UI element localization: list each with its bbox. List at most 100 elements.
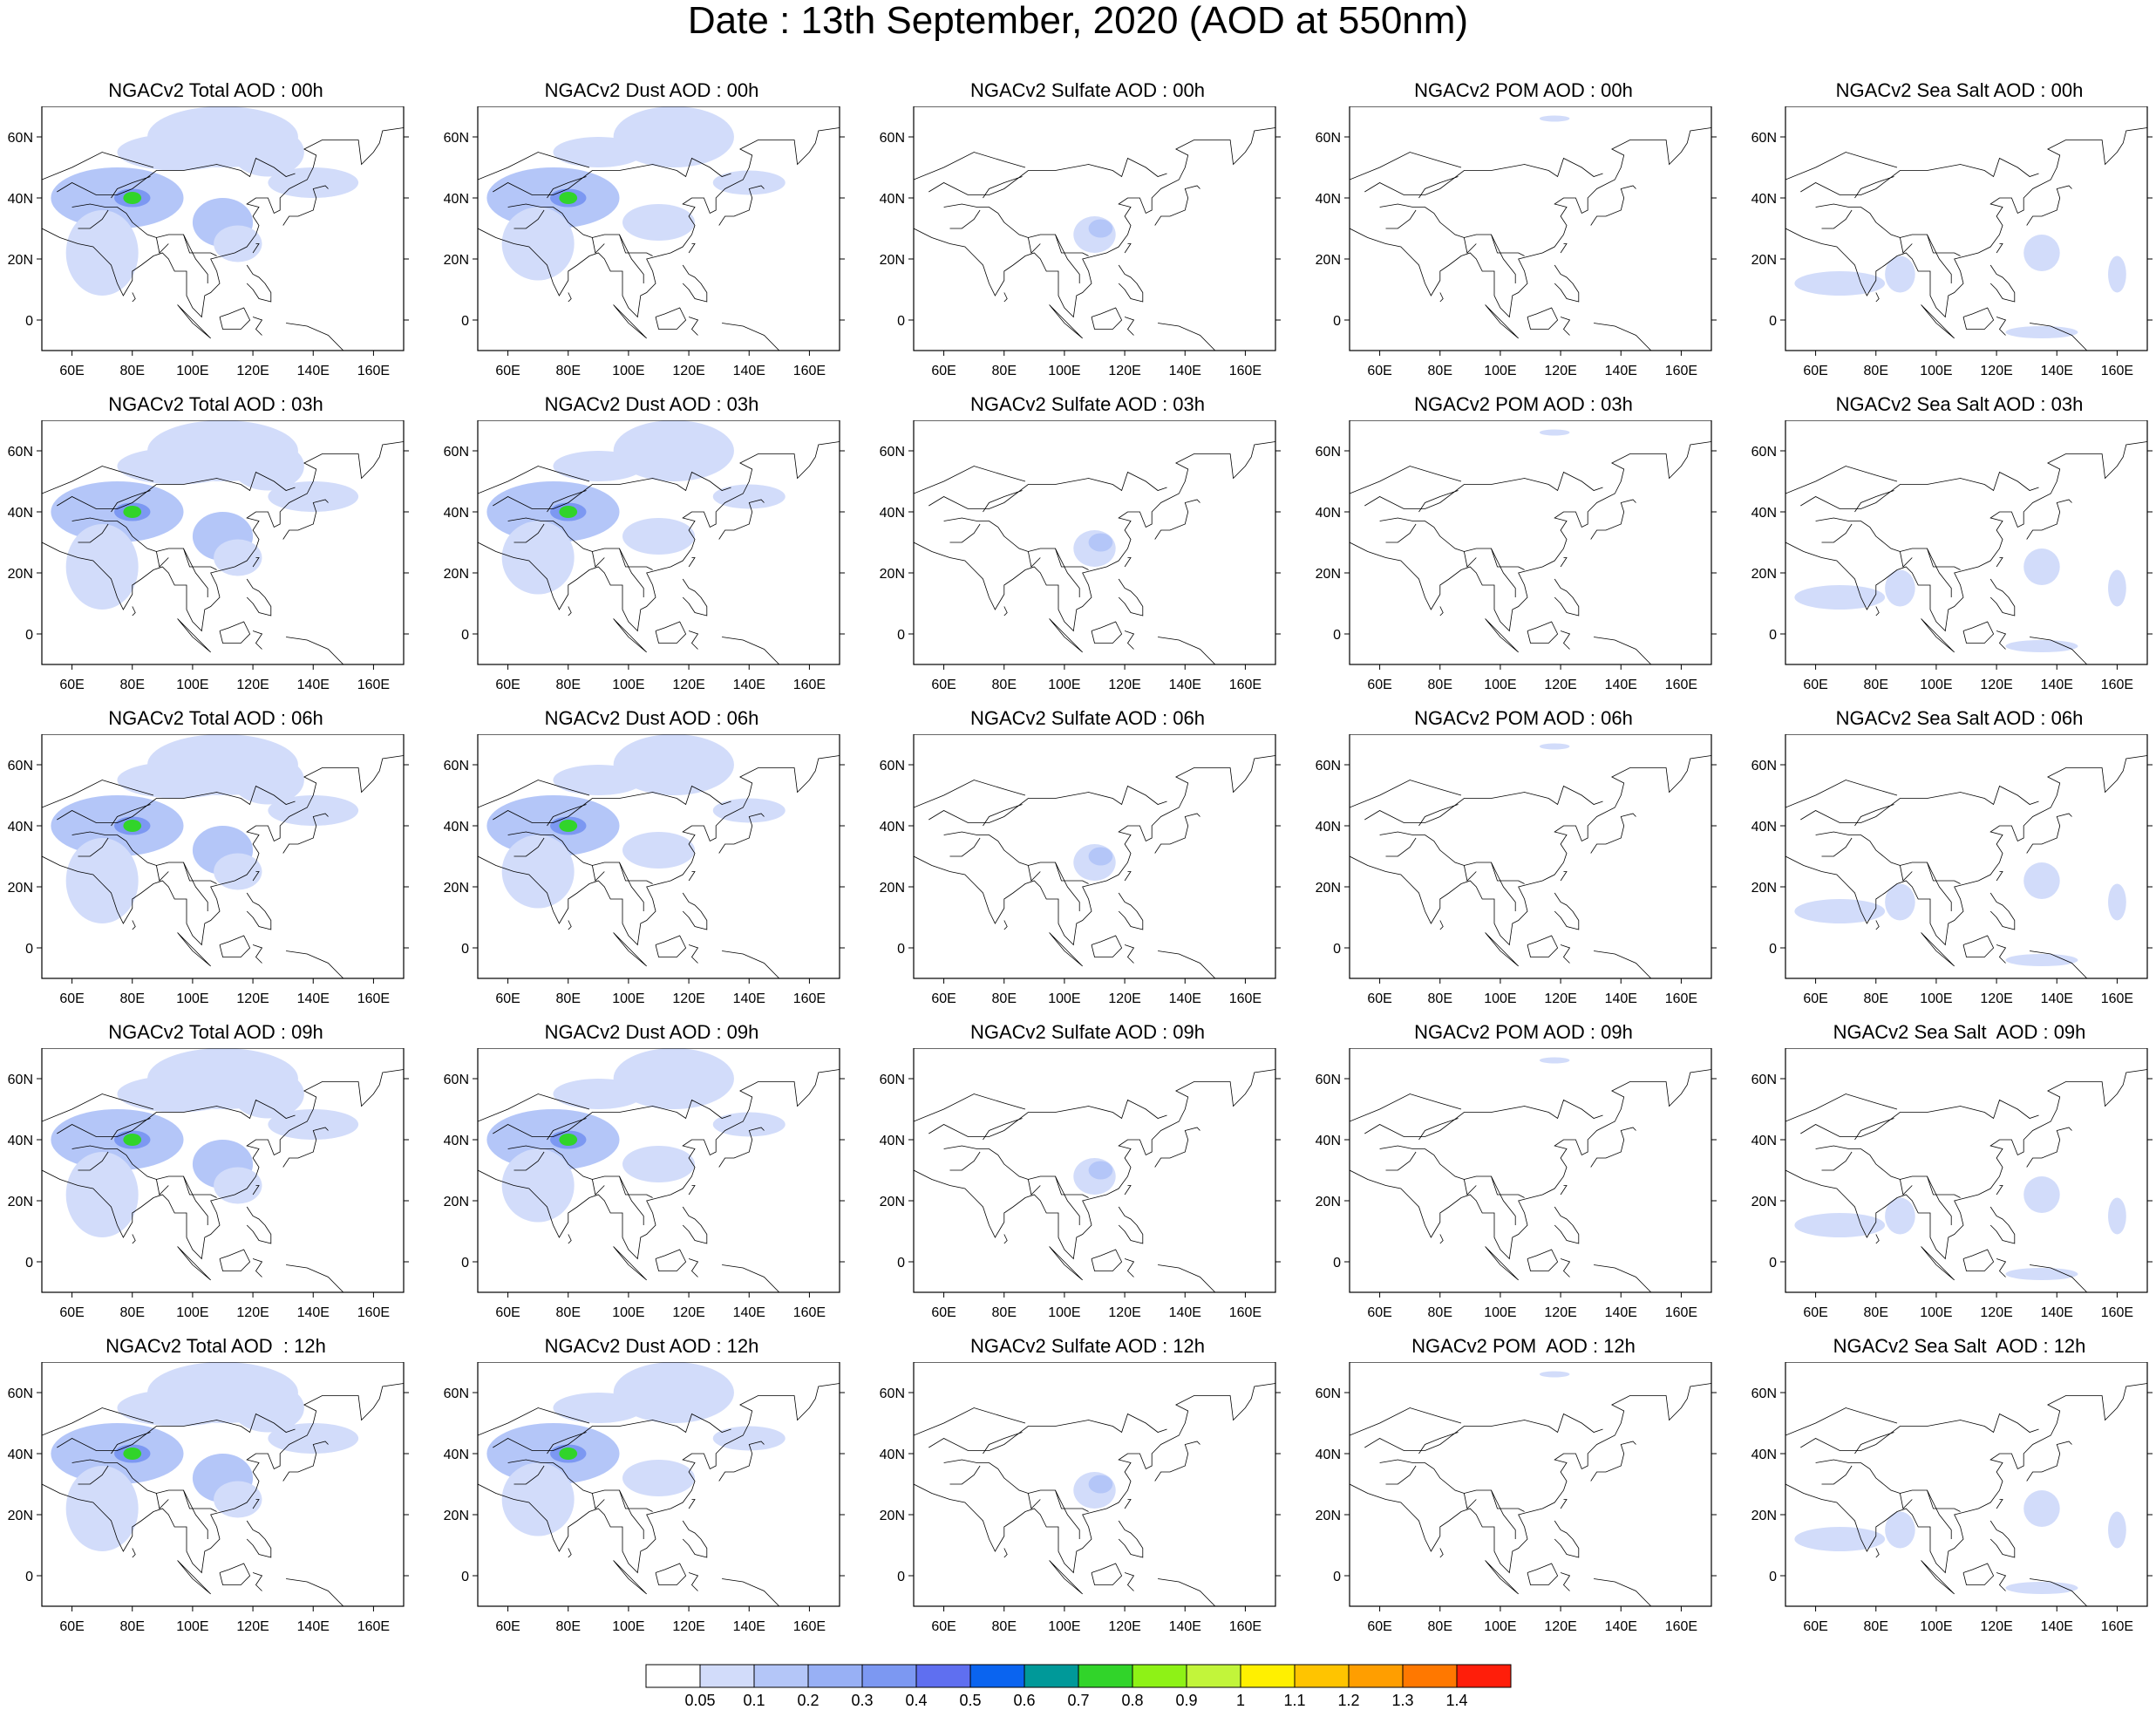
coastline (914, 127, 1275, 318)
lon-tick-label: 60E (495, 1305, 520, 1320)
coastline (286, 1578, 344, 1606)
lat-tick-label: 60N (1316, 1073, 1341, 1087)
coastline (682, 1206, 708, 1244)
aod-shading (2108, 569, 2126, 607)
coastline (1527, 935, 1559, 957)
lon-tick-label: 80E (1428, 678, 1452, 692)
lon-tick-label: 60E (495, 678, 520, 692)
coastline (1364, 157, 1603, 195)
map-frame (1349, 420, 1712, 665)
coastline (1962, 935, 1995, 957)
map-panel: NGACv2 POM AOD : 00h 60N 40N 20N 0 60E 80E 100E… (1308, 80, 1717, 378)
coastline (1560, 1572, 1571, 1591)
lon-tick-label: 120E (1108, 1619, 1140, 1634)
lat-tick-label: 40N (8, 1134, 33, 1148)
coastline (1124, 871, 1132, 882)
coastline (246, 264, 272, 303)
panel-title: NGACv2 Total AOD : 09h (108, 1021, 323, 1043)
lat-tick-label: 20N (444, 1509, 469, 1523)
coastline (1875, 606, 1880, 617)
lon-tick-label: 80E (556, 1619, 581, 1634)
aod-map: 60N 40N 20N 0 60E 80E 100E 120E 140E 160E (1316, 1048, 1717, 1320)
lon-tick-label: 60E (59, 364, 84, 378)
coastline (568, 1548, 572, 1558)
coastline (1350, 152, 1462, 181)
lon-tick-label: 100E (612, 991, 644, 1006)
aod-shading (2023, 862, 2060, 899)
aod-shading (1088, 219, 1113, 238)
map-frame (913, 1048, 1276, 1293)
lon-tick-label: 160E (1665, 364, 1697, 378)
colorbar-label: 1.4 (1445, 1692, 1468, 1709)
coastline (1996, 1185, 2003, 1196)
aod-shading (117, 1389, 238, 1427)
aod-shading (117, 761, 238, 799)
lat-tick-label: 0 (25, 314, 33, 329)
colorbar-label: 0.05 (684, 1692, 716, 1709)
lon-tick-label: 140E (1169, 991, 1201, 1006)
lon-tick-label: 60E (59, 678, 84, 692)
coastline (1485, 1246, 1519, 1281)
panel-title: NGACv2 Dust AOD : 09h (544, 1021, 759, 1043)
aod-map: 60N 40N 20N 0 60E 80E 100E 120E 140E 160E (444, 1048, 845, 1320)
map-panel: NGACv2 POM AOD : 09h 60N 40N 20N 0 60E 80E 100E… (1308, 1022, 1717, 1320)
lon-tick-label: 100E (1484, 1305, 1516, 1320)
coastline (507, 831, 653, 884)
lat-tick-label: 20N (1316, 881, 1341, 896)
lat-tick-label: 60N (1751, 445, 1777, 460)
lon-tick-label: 60E (1367, 364, 1391, 378)
coastline (1055, 1489, 1080, 1539)
colorbar-label: 0.8 (1121, 1692, 1144, 1709)
aod-shading (2108, 883, 2126, 921)
lon-tick-label: 160E (793, 991, 826, 1006)
lon-tick-label: 60E (1367, 991, 1391, 1006)
coastline (1785, 1383, 2147, 1574)
coastline (914, 755, 1275, 946)
lat-tick-label: 0 (25, 1570, 33, 1584)
coastline (682, 578, 708, 617)
aod-shading (2108, 1197, 2126, 1235)
panel-title: NGACv2 Sulfate AOD : 12h (969, 1335, 1206, 1357)
coastline (1124, 1258, 1135, 1277)
coastline (1875, 292, 1880, 303)
lon-tick-label: 100E (1048, 1305, 1080, 1320)
coastline (718, 1441, 765, 1482)
colorbar-label: 0.3 (851, 1692, 874, 1709)
coastline (568, 606, 572, 617)
coastline (1554, 264, 1580, 303)
coastline (111, 1118, 151, 1141)
lat-tick-label: 40N (880, 192, 905, 207)
coastline (1091, 1563, 1123, 1585)
lon-tick-label: 100E (176, 1305, 208, 1320)
coastline (2026, 1127, 2072, 1168)
coastline (1554, 892, 1580, 930)
coastline (1996, 1499, 2003, 1509)
coastline (1379, 203, 1525, 256)
coastline (1385, 837, 1417, 857)
lat-tick-label: 20N (444, 1195, 469, 1209)
coastline (1590, 813, 1636, 854)
lon-tick-label: 140E (1605, 991, 1637, 1006)
aod-shading (2005, 1582, 2078, 1594)
colorbar-swatch (1402, 1664, 1458, 1688)
map-frame (41, 734, 405, 979)
map-panel: NGACv2 Dust AOD : 09h 60N 40N 20N 0 60E 80E 100… (436, 1022, 845, 1320)
lat-tick-label: 0 (897, 628, 905, 643)
coastline (949, 523, 981, 543)
lon-tick-label: 60E (1803, 1619, 1827, 1634)
coastline (1003, 292, 1008, 303)
coastline (1385, 1151, 1417, 1171)
coastline (1594, 1264, 1652, 1292)
map-frame (913, 734, 1276, 979)
map-frame (1785, 1048, 2148, 1293)
coastline (478, 127, 840, 318)
lat-tick-label: 0 (897, 1256, 905, 1271)
coastline (252, 557, 260, 568)
coastline (1364, 1413, 1603, 1451)
coastline (111, 490, 151, 513)
coastline (1785, 780, 1898, 808)
coastline (1491, 1175, 1516, 1225)
coastline (928, 785, 1167, 823)
coastline (1158, 1578, 1216, 1606)
aod-map: 60N 40N 20N 0 60E 80E 100E 120E 140E 160E (1751, 420, 2153, 692)
